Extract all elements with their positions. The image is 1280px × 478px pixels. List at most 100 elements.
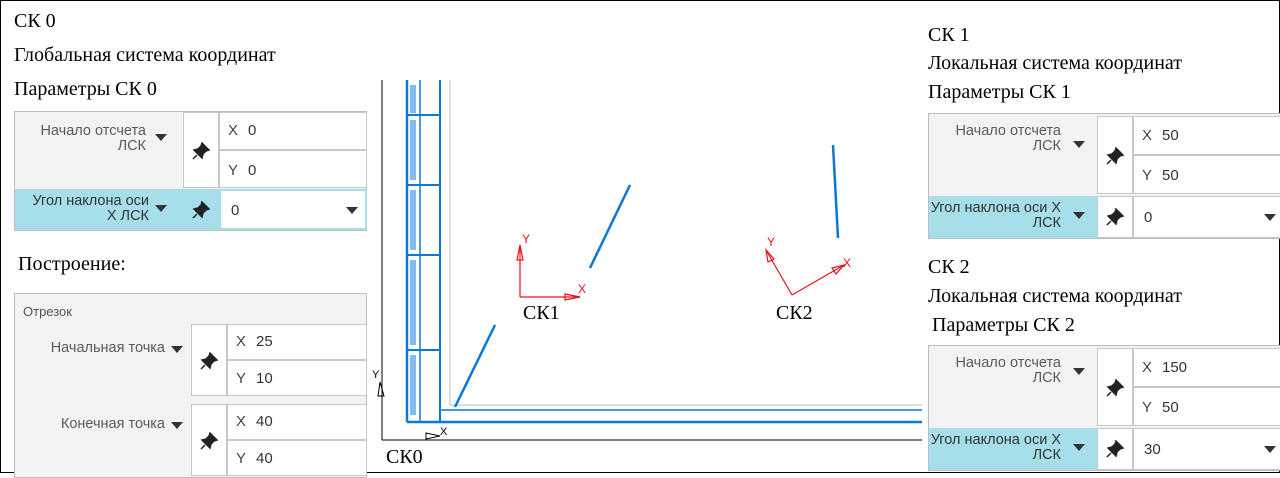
pin-button[interactable] — [191, 404, 227, 476]
sk2-y-value: 50 — [1162, 399, 1179, 416]
ck1-x-label: X — [578, 282, 586, 296]
sk1-angle-value: 0 — [1144, 209, 1153, 226]
sk2-origin-label: Начало отсчета ЛСК — [955, 355, 1061, 386]
sk2-params-title: Параметры СК 2 — [932, 314, 1075, 336]
sk2-angle-label-bg: Угол наклона оси X ЛСК — [929, 428, 1097, 470]
angle-select[interactable]: 0 — [219, 189, 367, 230]
pin-button[interactable] — [1097, 348, 1133, 426]
sk2-y-field[interactable]: Y 50 — [1133, 387, 1280, 426]
sk1-origin-label: Начало отсчета ЛСК — [955, 123, 1061, 154]
pin-icon — [192, 141, 211, 160]
sk1-angle-label-bg: Угол наклона оси X ЛСК — [929, 196, 1097, 238]
origin-y-field[interactable]: Y 0 — [219, 150, 367, 188]
pin-button[interactable] — [183, 189, 219, 230]
sk1-angle-label: Угол наклона оси X ЛСК — [930, 200, 1061, 231]
sk1-params-title: Параметры СК 1 — [928, 81, 1071, 103]
dropdown-arrow-icon[interactable] — [346, 207, 358, 214]
start-x-value: 25 — [256, 333, 273, 350]
pin-button[interactable] — [1097, 196, 1133, 238]
caret-down-icon[interactable] — [171, 422, 183, 429]
start-x-field[interactable]: X 25 — [227, 324, 367, 360]
y-axis-label: Y — [228, 162, 239, 179]
ck0-x-arrow — [425, 432, 441, 440]
sk1-x-field[interactable]: X 50 — [1133, 116, 1280, 155]
caret-down-icon[interactable] — [1073, 141, 1085, 148]
end-x-field[interactable]: X 40 — [227, 404, 367, 440]
build-title: Построение: — [18, 253, 126, 275]
ck0-x-axis-label: X — [440, 426, 448, 438]
angle-label-bg: Угол наклона оси X ЛСК — [15, 189, 183, 230]
pin-icon — [200, 351, 219, 370]
sk0-drawing-label: СК0 — [386, 446, 423, 468]
sk0-params-title: Параметры СК 0 — [14, 78, 157, 100]
x-value: 0 — [248, 122, 257, 139]
x-axis-label: X — [1142, 359, 1153, 376]
sk1-panel: Начало отсчета ЛСК X 50 Y 50 Угол наклон… — [928, 113, 1280, 239]
angle-label: Угол наклона оси X ЛСК — [32, 193, 149, 224]
title-strip — [407, 80, 440, 422]
ck0-y-arrow — [377, 381, 385, 397]
sk2-x-field[interactable]: X 150 — [1133, 348, 1280, 387]
sk2-angle-select[interactable]: 30 — [1133, 428, 1280, 470]
end-x-value: 40 — [256, 413, 273, 430]
dropdown-arrow-icon[interactable] — [1264, 446, 1276, 453]
y-value: 0 — [248, 162, 257, 179]
sk1-title: СК 1 — [928, 24, 970, 46]
caret-down-icon[interactable] — [1073, 212, 1085, 219]
pin-button[interactable] — [183, 112, 219, 188]
x-axis-label: X — [236, 333, 247, 350]
end-point-label: Конечная точка — [60, 416, 165, 432]
angle-value: 0 — [231, 202, 240, 219]
caret-down-icon[interactable] — [155, 134, 167, 141]
title-strip-text — [410, 85, 416, 415]
ck2-x-label: X — [843, 256, 851, 270]
sk0-title: СК 0 — [14, 10, 56, 32]
origin-label: Начало отсчета ЛСК — [40, 123, 146, 154]
pin-button[interactable] — [1097, 428, 1133, 470]
y-axis-label: Y — [236, 450, 247, 467]
segment-line — [831, 144, 840, 239]
start-y-field[interactable]: Y 10 — [227, 360, 367, 396]
sk1-drawing-label: СК1 — [523, 302, 560, 324]
y-axis-label: Y — [1142, 399, 1153, 416]
ck1-y-label: Y — [522, 232, 530, 246]
sk2-x-value: 150 — [1162, 359, 1188, 376]
ck2-axes — [765, 248, 846, 296]
origin-x-field[interactable]: X 0 — [219, 112, 367, 150]
start-y-value: 10 — [256, 370, 273, 387]
caret-down-icon[interactable] — [171, 346, 183, 353]
sk2-angle-label: Угол наклона оси X ЛСК — [930, 432, 1061, 463]
end-y-field[interactable]: Y 40 — [227, 440, 367, 476]
pin-icon — [1106, 146, 1125, 165]
caret-down-icon[interactable] — [155, 205, 167, 212]
dropdown-arrow-icon[interactable] — [1264, 214, 1276, 221]
sk1-y-field[interactable]: Y 50 — [1133, 155, 1280, 194]
pin-icon — [1106, 207, 1125, 226]
x-axis-label: X — [1142, 127, 1153, 144]
sk1-x-value: 50 — [1162, 127, 1179, 144]
y-axis-label: Y — [1142, 167, 1153, 184]
sk1-y-value: 50 — [1162, 167, 1179, 184]
ck2-y-label: Y — [767, 235, 775, 249]
pin-icon — [1106, 439, 1125, 458]
segment-panel: Отрезок Начальная точка X 25 Y 10 Конечн… — [14, 293, 367, 478]
x-axis-label: X — [228, 122, 239, 139]
pin-icon — [200, 431, 219, 450]
ck0-y-axis-label: Y — [372, 369, 380, 381]
sk1-angle-select[interactable]: 0 — [1133, 196, 1280, 238]
pin-button[interactable] — [191, 324, 227, 396]
sk2-angle-value: 30 — [1144, 441, 1161, 458]
end-y-value: 40 — [256, 450, 273, 467]
sk2-drawing-label: СК2 — [776, 302, 813, 324]
caret-down-icon[interactable] — [1073, 368, 1085, 375]
global-cs-title: Глобальная система координат — [14, 44, 276, 66]
drawing-canvas: Y X Y X Y X — [372, 80, 922, 441]
sk2-title: СК 2 — [928, 256, 970, 278]
sk1-local-cs-title: Локальная система координат — [928, 52, 1183, 74]
ck1-axes — [516, 244, 581, 301]
pin-icon — [1106, 378, 1125, 397]
caret-down-icon[interactable] — [1073, 444, 1085, 451]
sk0-panel: Начало отсчета ЛСК X 0 Y 0 Угол наклона … — [14, 111, 367, 231]
pin-button[interactable] — [1097, 116, 1133, 194]
segment-line — [453, 324, 497, 408]
